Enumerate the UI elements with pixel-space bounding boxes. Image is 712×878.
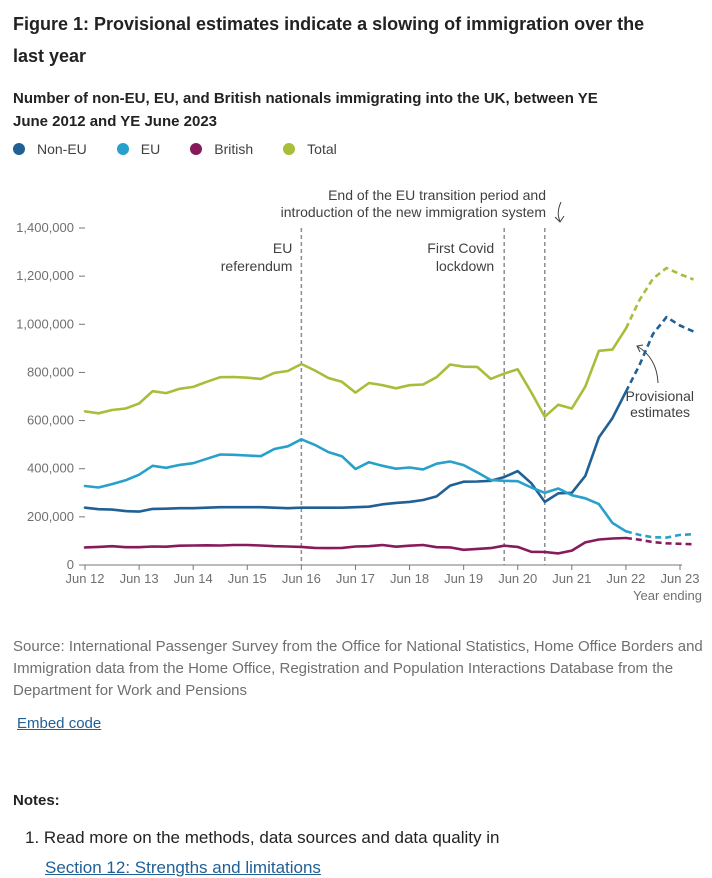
series-line-total (83, 327, 628, 418)
y-tick-label: 800,000 (27, 364, 74, 379)
annotation-covid-line1: First Covid (427, 240, 494, 256)
annotation-transition-arrow (557, 201, 562, 222)
x-tick-label: Jun 18 (390, 571, 429, 586)
note-text: Read more on the methods, data sources a… (43, 828, 500, 847)
annotation-eu-referendum-line2: referendum (221, 258, 293, 274)
embed-code-link[interactable]: Embed code (17, 715, 102, 732)
note-item: 1. Read more on the methods, data source… (25, 826, 705, 850)
y-tick-label: 1,200,000 (16, 268, 74, 283)
section-12-link[interactable]: Section 12: Strengths and limitations (45, 858, 321, 877)
annotation-transition-line1: End of the EU transition period and (328, 187, 546, 203)
series-provisional-eu (625, 530, 694, 539)
series-line-eu (83, 437, 628, 533)
chart-legend: Non-EU EU British Total (13, 141, 367, 157)
x-axis-label: Year ending (633, 588, 702, 603)
x-tick-label: Jun 20 (498, 571, 537, 586)
x-tick-label: Jun 21 (552, 571, 591, 586)
legend-label: Non-EU (37, 141, 87, 157)
x-tick-label: Jun 12 (65, 571, 104, 586)
series-provisional-total (624, 266, 694, 330)
series-provisional-non-eu (624, 315, 695, 393)
legend-label: British (214, 141, 254, 157)
y-tick-label: 200,000 (27, 509, 74, 524)
x-tick-label: Jun 22 (606, 571, 645, 586)
x-tick-label: Jun 16 (282, 571, 321, 586)
series-line-british (83, 536, 628, 555)
annotation-eu-referendum-line1: EU (273, 240, 292, 256)
note-number: 1. (25, 828, 40, 847)
legend-swatch (190, 143, 203, 155)
x-tick-label: Jun 17 (336, 571, 375, 586)
annotation-provisional-line2: estimates (630, 404, 690, 420)
y-tick-label: 1,000,000 (16, 316, 74, 331)
annotation-covid-line2: lockdown (436, 258, 494, 274)
annotation-transition-line2: introduction of the new immigration syst… (281, 204, 546, 220)
source-text: Source: International Passenger Survey f… (13, 638, 703, 699)
line-chart: 0 200,000 400,000 600,000 800,000 1,000,000 1,… (16, 187, 702, 603)
x-tick-label: Jun 13 (120, 571, 159, 586)
legend-swatch (116, 143, 129, 155)
x-tick-label: Jun 14 (174, 571, 213, 586)
y-tick-label: 400,000 (27, 461, 74, 476)
chart-title: Number of non-EU, EU, and British nation… (13, 90, 598, 130)
figure-title: Figure 1: Provisional estimates indicate… (13, 14, 645, 66)
legend-label: EU (140, 141, 161, 157)
annotation-provisional-arrowhead (636, 344, 644, 353)
annotation-provisional-line1: Provisional (626, 388, 694, 404)
x-tick-label: Jun 15 (228, 571, 267, 586)
legend-item-british: British (190, 141, 253, 157)
notes-heading: Notes: (13, 792, 60, 809)
y-tick-label: 1,400,000 (16, 220, 74, 235)
y-tick-label: 0 (67, 557, 74, 572)
series-provisional-british (625, 536, 694, 546)
legend-item-total: Total (283, 141, 337, 157)
x-tick-label: Jun 19 (444, 571, 483, 586)
y-tick-label: 600,000 (27, 413, 74, 428)
legend-item-non-eu: Non-EU (13, 141, 87, 157)
x-tick-label: Jun 23 (660, 571, 699, 586)
annotation-transition-arrowhead (554, 215, 565, 223)
legend-swatch (283, 143, 296, 155)
annotation-provisional-arrow (636, 345, 659, 384)
legend-swatch (13, 143, 25, 155)
legend-label: Total (307, 141, 337, 157)
legend-item-eu: EU (116, 141, 161, 157)
